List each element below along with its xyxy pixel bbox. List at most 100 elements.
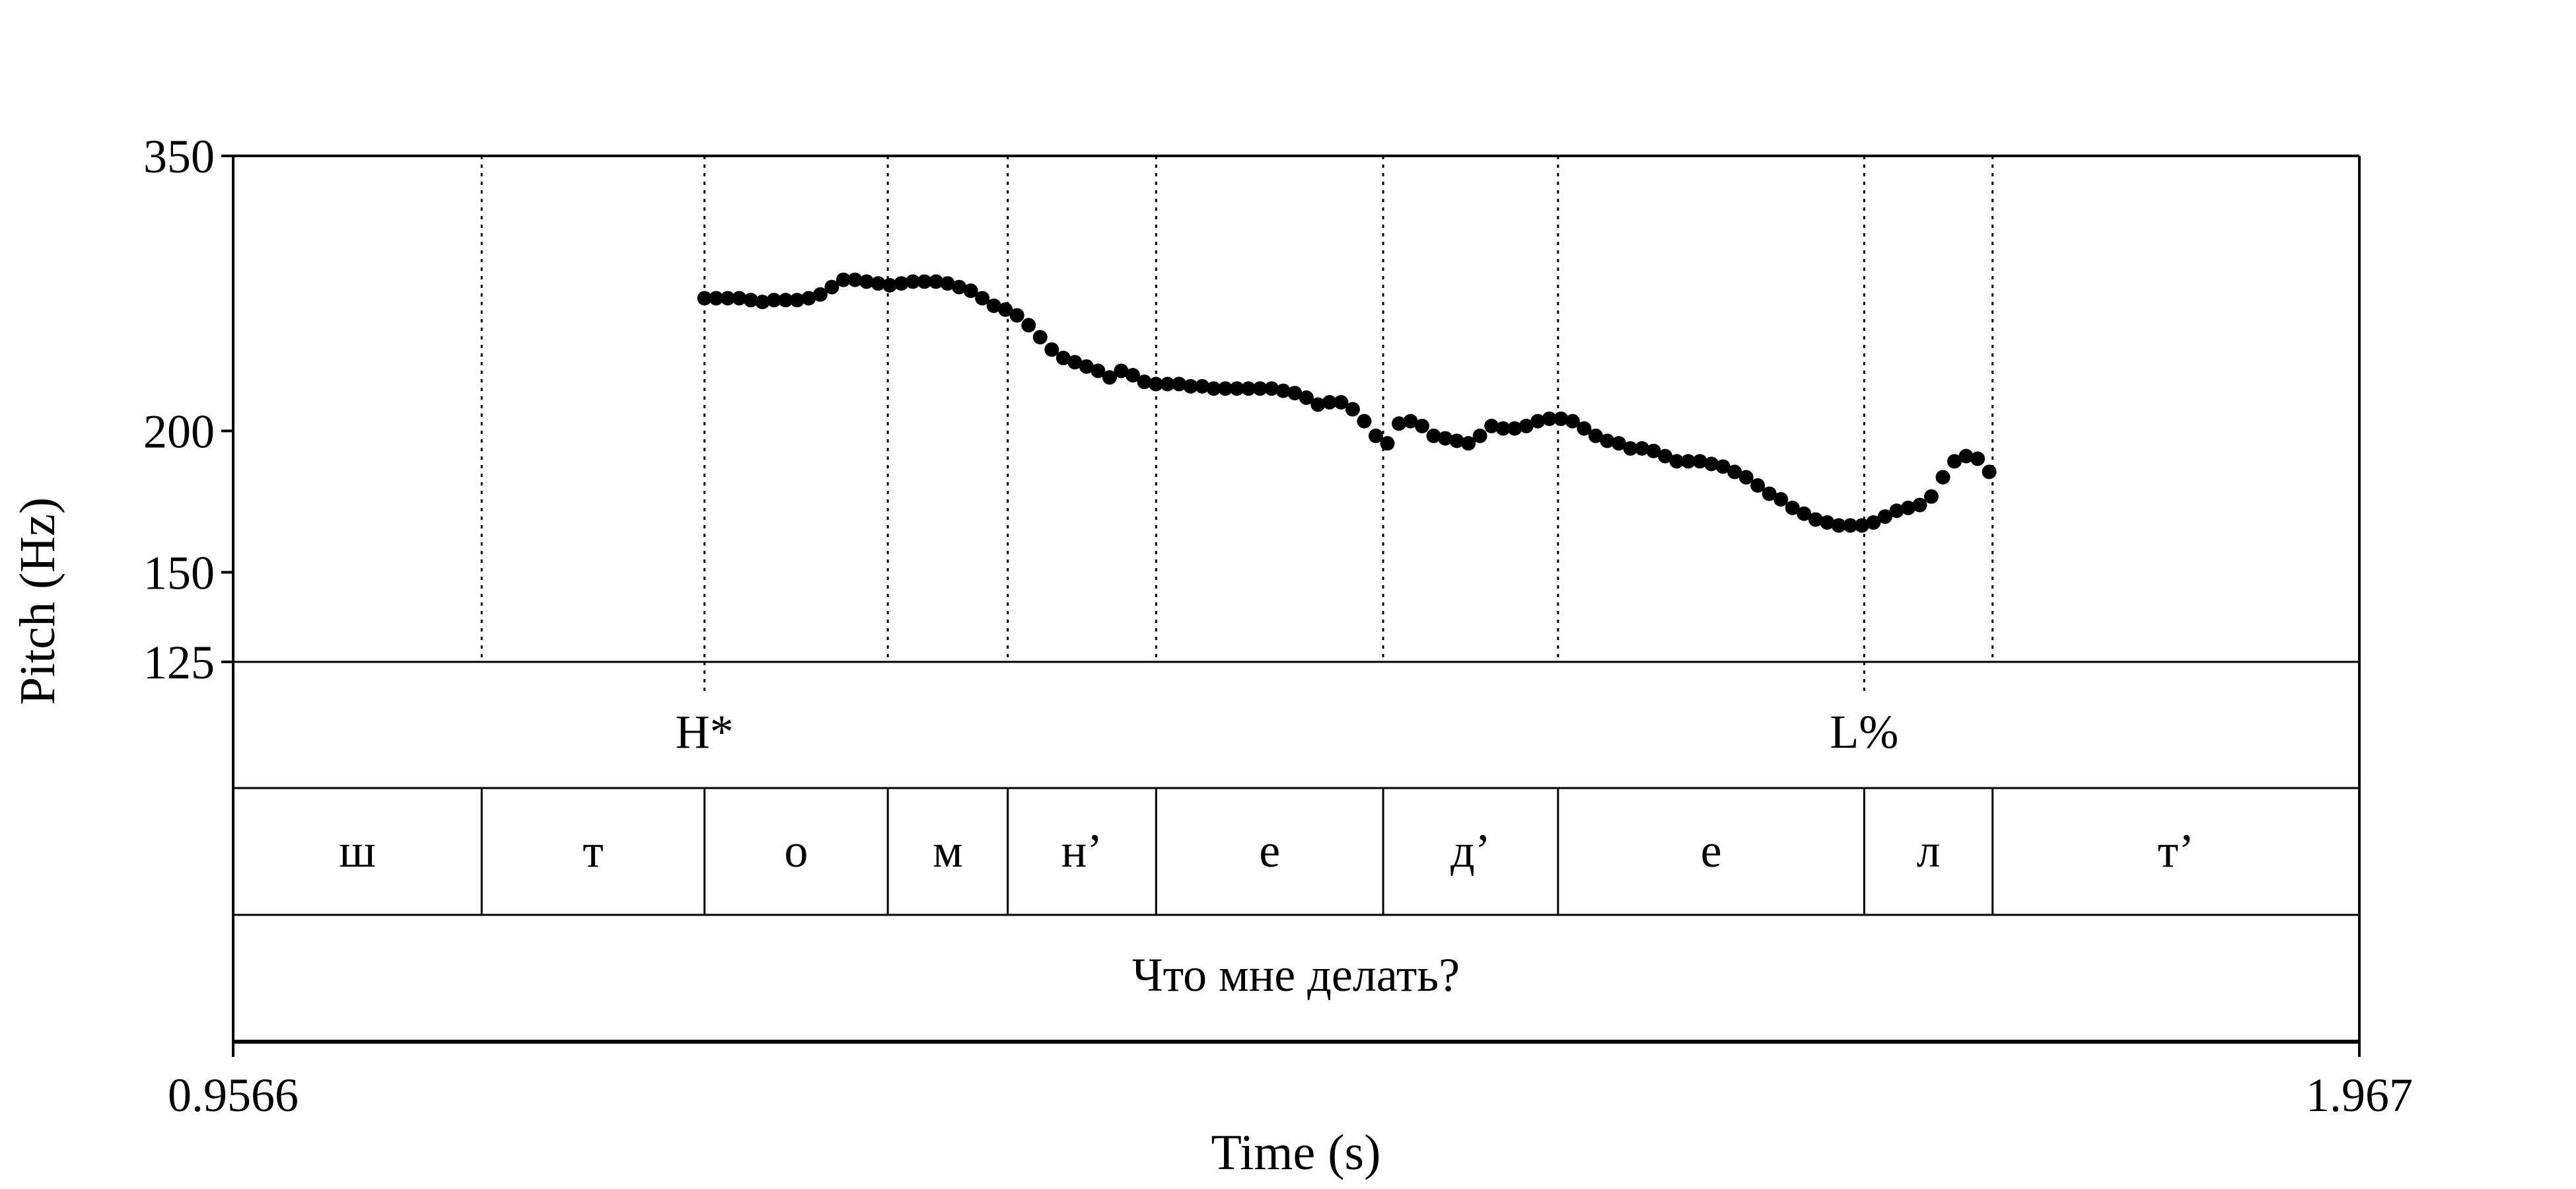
pitch-point — [1634, 441, 1649, 456]
pitch-point — [1114, 363, 1129, 378]
pitch-point — [847, 272, 863, 287]
pitch-point — [1403, 414, 1418, 429]
pitch-point — [1391, 416, 1406, 431]
pitch-point — [929, 274, 944, 289]
pitch-point — [1137, 375, 1152, 390]
pitch-point — [1102, 370, 1117, 385]
segment-label: д’ — [1450, 824, 1491, 877]
pitch-point — [1646, 443, 1661, 458]
pitch-point — [998, 302, 1013, 317]
segment-label: ш — [339, 824, 375, 877]
pitch-point — [1079, 359, 1094, 374]
x-axis-title: Time (s) — [1211, 1125, 1381, 1180]
y-tick-label: 150 — [143, 546, 215, 599]
pitch-point — [1495, 421, 1511, 436]
pitch-point — [1160, 377, 1175, 392]
pitch-point — [789, 293, 805, 308]
pitch-point — [1009, 308, 1024, 323]
segment-label: е — [1701, 824, 1722, 877]
pitch-point — [1264, 381, 1279, 396]
pitch-point — [1334, 394, 1349, 410]
pitch-point — [1275, 383, 1291, 398]
pitch-point — [1195, 378, 1210, 394]
pitch-point — [1461, 436, 1476, 451]
sentence-tier-label: Что мне делать? — [1132, 949, 1460, 1001]
pitch-point — [1091, 363, 1106, 378]
pitch-point — [1183, 378, 1198, 394]
pitch-point — [1507, 421, 1522, 436]
pitch-point — [1611, 436, 1626, 451]
tone-label: H* — [676, 705, 734, 758]
pitch-point — [1530, 414, 1546, 429]
pitch-point — [1218, 381, 1233, 396]
tone-label: L% — [1830, 705, 1898, 758]
pitch-point — [1912, 497, 1927, 513]
pitch-point — [1206, 381, 1221, 396]
pitch-point — [1149, 377, 1164, 392]
pitch-point — [1762, 486, 1777, 501]
pitch-point — [1715, 459, 1731, 474]
pitch-point — [1055, 350, 1071, 365]
pitch-point — [1843, 518, 1858, 533]
pitch-point — [1947, 454, 1962, 469]
y-tick-label: 200 — [143, 405, 215, 458]
pitch-point — [871, 276, 886, 291]
pitch-point — [1021, 318, 1036, 333]
pitch-point — [1750, 478, 1766, 493]
pitch-point — [1970, 451, 1986, 466]
pitch-point — [720, 291, 735, 306]
pitch-point — [1692, 454, 1707, 469]
segment-label: о — [784, 824, 808, 877]
pitch-point — [1681, 454, 1696, 469]
pitch-track — [697, 272, 1997, 533]
segment-label: м — [933, 824, 963, 877]
pitch-point — [1380, 436, 1395, 451]
pitch-point — [1958, 449, 1974, 464]
pitch-point — [1032, 330, 1048, 345]
pitch-point — [709, 291, 724, 306]
pitch-point — [743, 293, 758, 308]
pitch-point — [894, 276, 909, 291]
tier-boundary-gridlines — [480, 156, 1994, 662]
pitch-point — [755, 295, 770, 310]
pitch-point — [732, 291, 747, 306]
pitch-point — [1588, 428, 1603, 443]
segment-label: т — [583, 824, 603, 877]
segment-label: н’ — [1061, 824, 1103, 877]
segment-label: л — [1917, 824, 1941, 877]
pitch-point — [1623, 441, 1638, 456]
pitch-point — [906, 274, 921, 289]
pitch-point — [1368, 428, 1383, 443]
pitch-point — [1877, 509, 1892, 524]
pitch-point — [824, 279, 840, 295]
pitch-point — [859, 274, 874, 289]
pitch-point — [1172, 377, 1187, 392]
pitch-point — [1738, 470, 1754, 485]
pitch-point — [1565, 414, 1580, 429]
pitch-point — [1067, 355, 1083, 370]
pitch-point — [1808, 512, 1823, 527]
pitch-point — [940, 276, 955, 291]
pitch-point — [1229, 381, 1244, 396]
pitch-point — [766, 293, 781, 308]
pitch-point — [778, 293, 793, 308]
pitch-point — [1125, 368, 1140, 383]
pitch-point — [1797, 506, 1812, 521]
pitch-point — [1287, 386, 1303, 401]
y-tick-label: 350 — [143, 130, 215, 183]
pitch-point — [1854, 518, 1869, 533]
pitch-point — [1044, 342, 1059, 357]
pitch-point — [1449, 433, 1464, 449]
pitch-point — [1820, 515, 1835, 530]
pitch-point — [1785, 500, 1800, 515]
pitch-point — [1657, 449, 1672, 464]
pitch-point — [1935, 470, 1950, 485]
pitch-point — [986, 298, 1001, 313]
pitch-point — [1600, 433, 1615, 449]
pitch-point — [697, 291, 712, 306]
pitch-point — [1831, 518, 1846, 533]
pitch-point — [1866, 515, 1881, 530]
pitch-point — [1357, 414, 1372, 429]
pitch-point — [1727, 464, 1742, 480]
